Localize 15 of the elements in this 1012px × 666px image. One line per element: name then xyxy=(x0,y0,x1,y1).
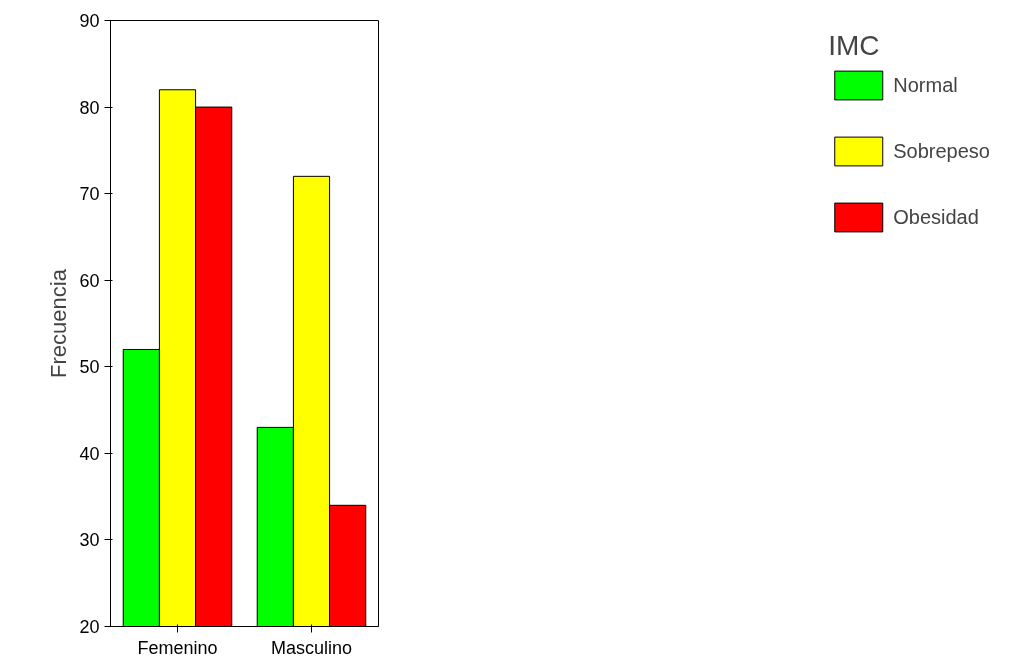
y-tick-label: 90 xyxy=(79,11,100,31)
y-tick-label: 70 xyxy=(79,184,100,205)
y-axis-title: Frecuencia xyxy=(46,268,72,378)
legend-label: Normal xyxy=(893,72,958,98)
y-tick-label: 60 xyxy=(79,270,100,291)
legend-label: Obesidad xyxy=(893,204,979,230)
y-tick-label: 40 xyxy=(79,443,100,464)
y-tick-label: 80 xyxy=(79,97,100,118)
y-tick-label: 50 xyxy=(79,357,100,378)
y-tick-label: 20 xyxy=(79,617,100,637)
legend-label: Sobrepeso xyxy=(893,138,990,164)
x-tick-label: Femenino xyxy=(137,637,218,658)
x-tick-label: Masculino xyxy=(270,637,353,658)
y-tick-label: 30 xyxy=(79,530,100,551)
legend-title: IMC xyxy=(828,30,881,62)
